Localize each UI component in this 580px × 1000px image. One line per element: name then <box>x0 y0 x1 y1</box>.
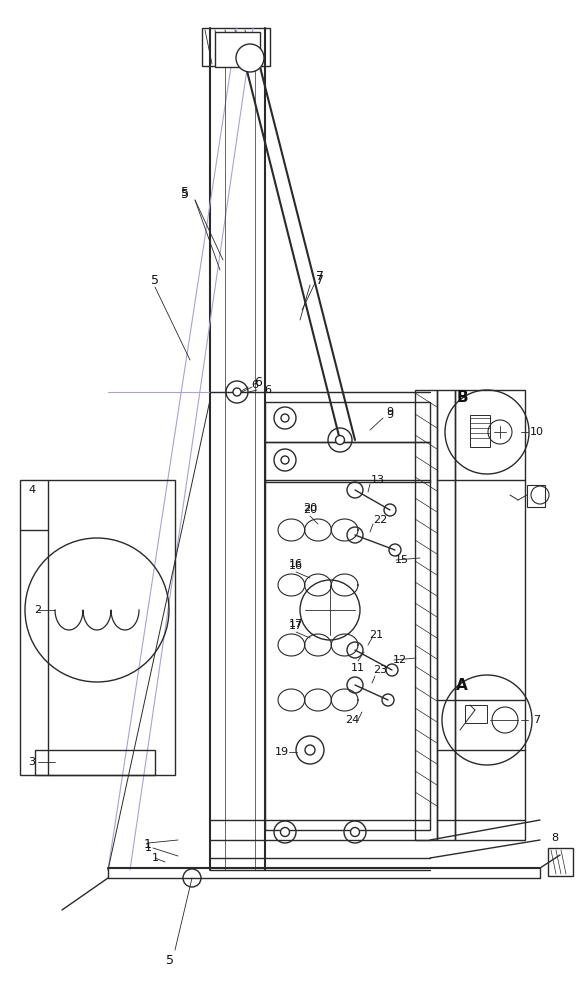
Text: 9: 9 <box>386 410 394 420</box>
Text: 1: 1 <box>144 843 151 853</box>
Circle shape <box>305 745 315 755</box>
Text: 11: 11 <box>351 663 365 673</box>
Text: 4: 4 <box>28 485 35 495</box>
Circle shape <box>335 436 345 444</box>
Text: 21: 21 <box>369 630 383 640</box>
Text: 5: 5 <box>181 186 189 200</box>
Text: 22: 22 <box>373 515 387 525</box>
Text: 7: 7 <box>534 715 541 725</box>
Text: 20: 20 <box>303 505 317 515</box>
Circle shape <box>233 388 241 396</box>
Text: 6: 6 <box>264 385 271 395</box>
Text: 7: 7 <box>316 273 324 286</box>
Bar <box>265 402 430 442</box>
Text: 6: 6 <box>252 380 259 390</box>
Circle shape <box>281 828 289 836</box>
Bar <box>202 28 270 66</box>
Text: 17: 17 <box>289 619 303 629</box>
Text: A: A <box>456 678 468 692</box>
Bar <box>415 390 437 840</box>
Bar <box>215 32 260 67</box>
Circle shape <box>350 828 360 836</box>
Text: 20: 20 <box>303 503 317 513</box>
Circle shape <box>281 456 289 464</box>
Text: 17: 17 <box>289 621 303 631</box>
Text: 10: 10 <box>530 427 544 437</box>
Bar <box>265 442 430 482</box>
Text: 3: 3 <box>28 757 35 767</box>
Text: 23: 23 <box>373 665 387 675</box>
Circle shape <box>236 44 264 72</box>
Text: 12: 12 <box>393 655 407 665</box>
Bar <box>527 485 545 507</box>
Text: 19: 19 <box>275 747 289 757</box>
Text: 16: 16 <box>289 559 303 569</box>
Text: 5: 5 <box>166 954 174 966</box>
Text: 5: 5 <box>151 273 159 286</box>
Text: 9: 9 <box>386 407 394 417</box>
Text: 6: 6 <box>254 376 262 389</box>
Text: 2: 2 <box>34 605 42 615</box>
Text: 5: 5 <box>181 188 189 202</box>
Text: B: B <box>456 390 468 406</box>
Text: 15: 15 <box>395 555 409 565</box>
Text: 24: 24 <box>345 715 359 725</box>
Bar <box>265 480 430 830</box>
Bar <box>455 390 525 840</box>
Bar <box>470 415 490 447</box>
Bar <box>35 750 155 775</box>
Text: 1: 1 <box>151 853 158 863</box>
Text: 7: 7 <box>316 269 324 282</box>
Text: 16: 16 <box>289 561 303 571</box>
Bar <box>548 848 573 876</box>
Text: 8: 8 <box>552 833 559 843</box>
Text: 1: 1 <box>144 838 152 850</box>
Bar <box>437 390 455 840</box>
Circle shape <box>281 414 289 422</box>
Bar <box>20 480 175 775</box>
Text: 13: 13 <box>371 475 385 485</box>
Bar <box>465 705 487 723</box>
